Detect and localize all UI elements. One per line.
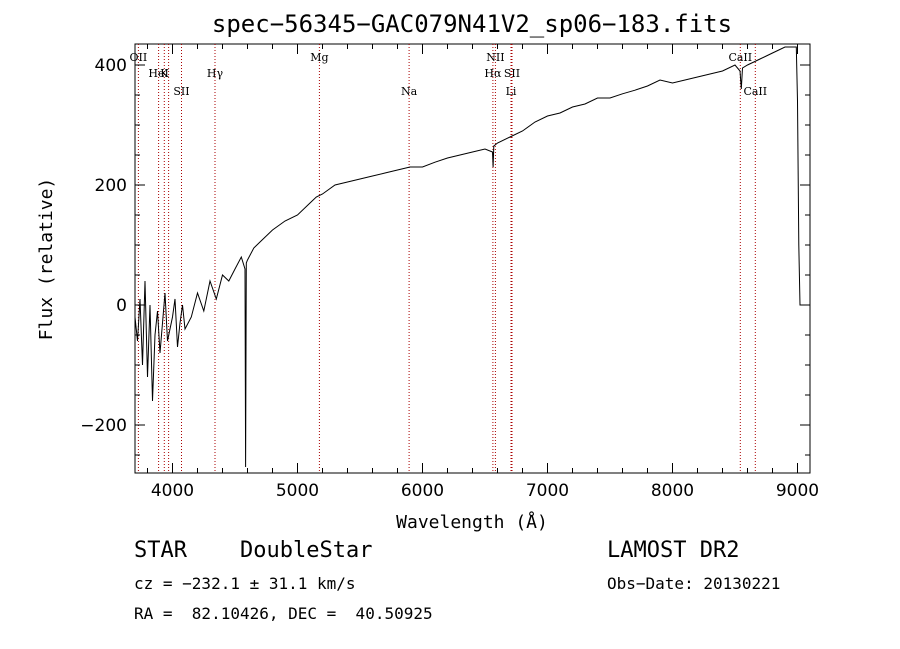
marker-label: K <box>160 67 169 80</box>
chart-title: spec−56345−GAC079N41V2_sp06−183.fits <box>212 10 732 38</box>
y-tick-label: 400 <box>95 56 127 76</box>
object-subclass: DoubleStar <box>240 538 373 563</box>
marker-label: Hα <box>484 67 502 80</box>
x-tick-label: 4000 <box>151 481 194 501</box>
marker-label: HeI <box>148 67 168 80</box>
marker-label: NII <box>486 51 504 64</box>
y-tick-label: −200 <box>80 416 127 436</box>
marker-label: Mg <box>310 51 328 64</box>
x-tick-label: 6000 <box>401 481 444 501</box>
x-tick-label: 9000 <box>776 481 819 501</box>
y-tick-label: 200 <box>95 176 127 196</box>
marker-label: Na <box>401 85 418 98</box>
marker-label: Hγ <box>207 67 224 80</box>
marker-label: Li <box>506 85 517 98</box>
x-tick-label: 5000 <box>276 481 319 501</box>
line-markers <box>137 44 756 473</box>
x-axis-ticks: 4000 5000 6000 7000 8000 9000 <box>147 44 819 501</box>
y-axis-ticks: −200 0 200 400 <box>80 56 810 456</box>
marker-label: SII <box>504 67 520 80</box>
plot-frame <box>134 43 811 474</box>
observation-date: Obs−Date: 20130221 <box>607 574 781 593</box>
marker-label: CaII <box>743 85 767 98</box>
marker-label: OII <box>130 51 148 64</box>
y-tick-label: 0 <box>116 296 127 316</box>
x-tick-label: 8000 <box>651 481 694 501</box>
coordinates: RA = 82.10426, DEC = 40.50925 <box>134 604 433 623</box>
marker-label: SII <box>173 85 189 98</box>
x-tick-label: 7000 <box>526 481 569 501</box>
object-class: STAR <box>134 538 187 563</box>
marker-label: CaII <box>728 51 752 64</box>
spectrum-line <box>134 46 803 468</box>
redshift-velocity: cz = −232.1 ± 31.1 km/s <box>134 574 356 593</box>
y-axis-label: Flux (relative) <box>36 178 57 341</box>
x-axis-label: Wavelength (Å) <box>396 511 548 533</box>
survey-name: LAMOST DR2 <box>607 538 740 563</box>
